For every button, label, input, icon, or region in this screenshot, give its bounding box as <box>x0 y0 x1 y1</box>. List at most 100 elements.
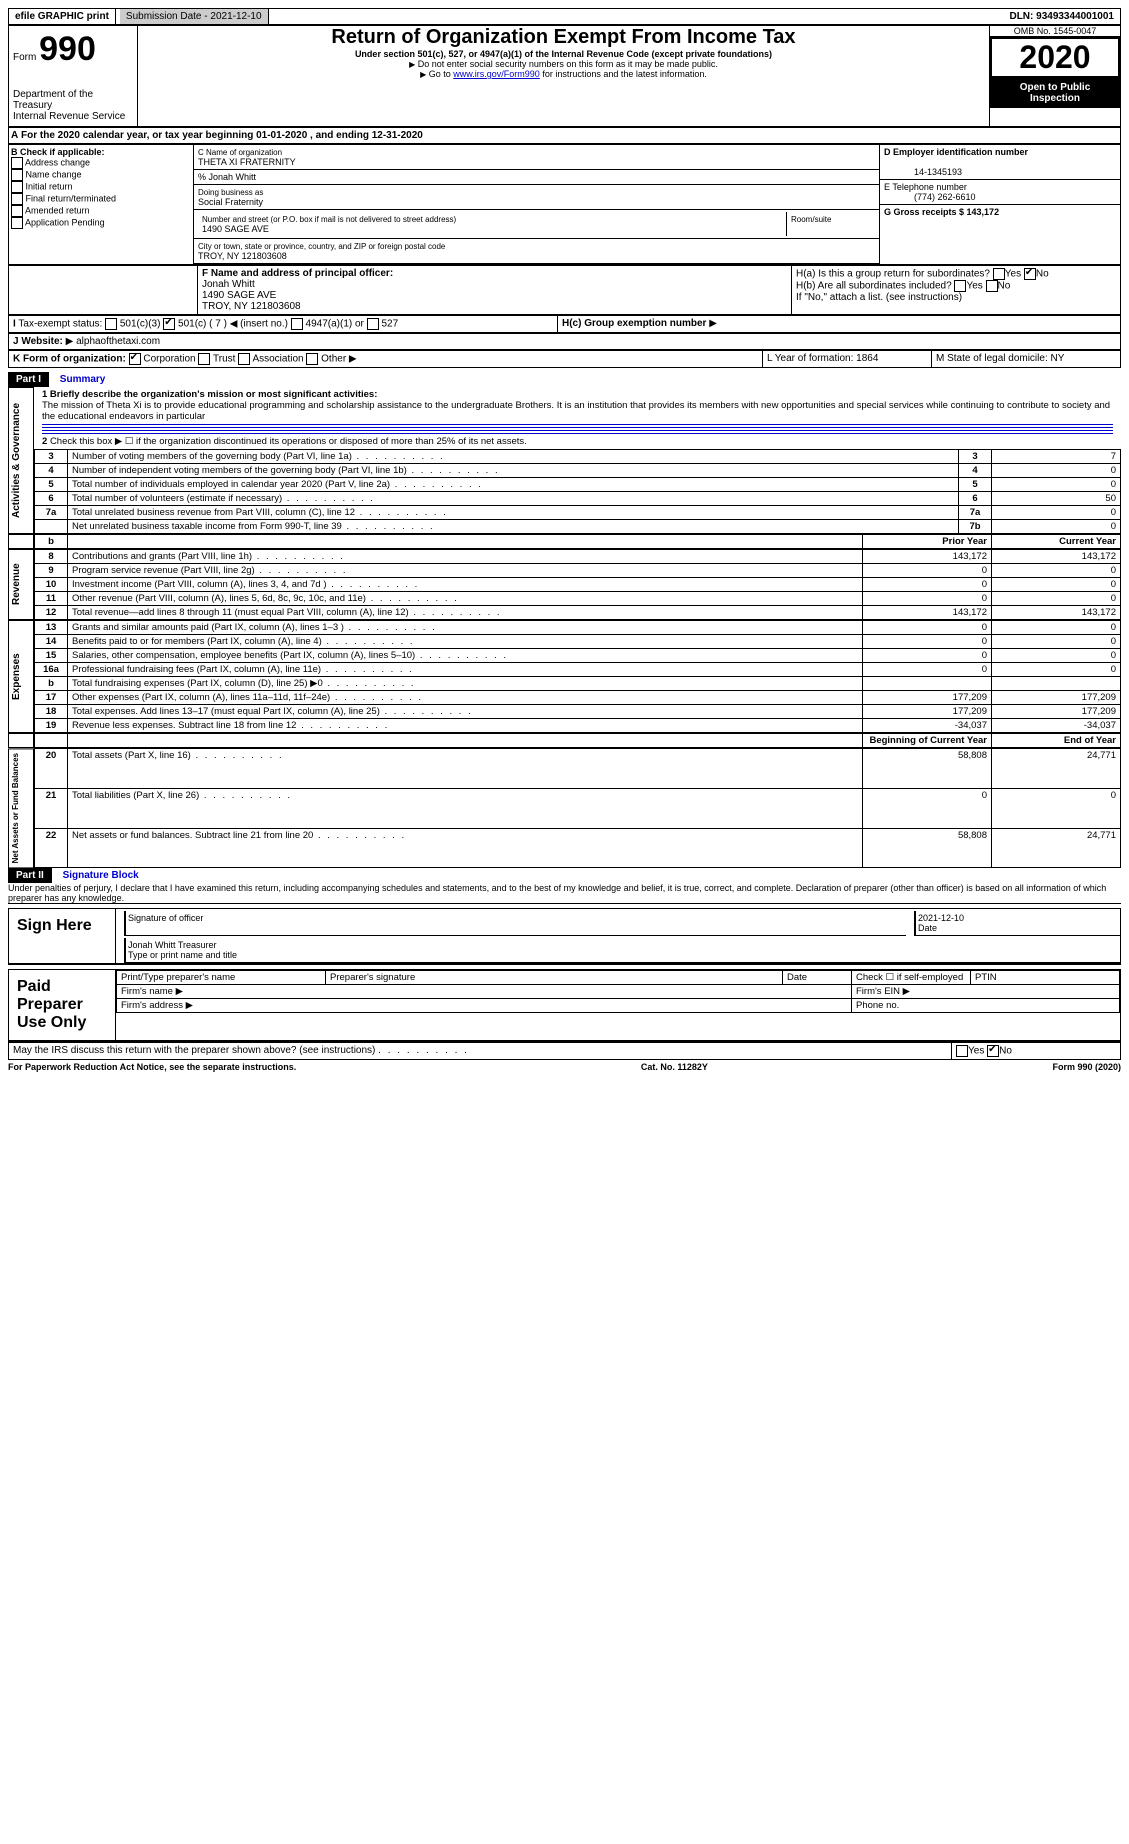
officer-label: F Name and address of principal officer: <box>202 268 393 279</box>
527-checkbox[interactable] <box>367 318 379 330</box>
date-label: Date <box>918 923 937 933</box>
gov-table: 3Number of voting members of the governi… <box>34 449 1121 534</box>
opt-other: Other <box>321 354 346 365</box>
info-grid: B Check if applicable: Address change Na… <box>8 144 1121 265</box>
firm-phone-label: Phone no. <box>852 999 1120 1013</box>
discuss-no: No <box>999 1046 1012 1057</box>
pending-checkbox[interactable] <box>11 217 23 229</box>
discuss-no-checkbox[interactable] <box>987 1045 999 1057</box>
discuss-label: May the IRS discuss this return with the… <box>13 1045 375 1056</box>
gov-label: Activities & Governance <box>8 387 34 534</box>
hb-yes-checkbox[interactable] <box>954 280 966 292</box>
mission-text: The mission of Theta Xi is to provide ed… <box>42 400 1113 422</box>
name-change-checkbox[interactable] <box>11 169 23 181</box>
501c3-checkbox[interactable] <box>105 318 117 330</box>
gross-receipts: G Gross receipts $ 143,172 <box>884 207 999 217</box>
note2-pre: Go to <box>429 69 454 79</box>
opt-pending: Application Pending <box>25 217 105 227</box>
tax-year-range: For the 2020 calendar year, or tax year … <box>21 130 423 141</box>
opt-addr: Address change <box>25 157 90 167</box>
officer-sig-name: Jonah Whitt Treasurer <box>128 940 217 950</box>
dba-label: Doing business as <box>198 188 263 197</box>
ptin-label: PTIN <box>971 971 1120 985</box>
hb-label: H(b) Are all subordinates included? <box>796 281 952 292</box>
discuss-yes-checkbox[interactable] <box>956 1045 968 1057</box>
h-note: If "No," attach a list. (see instruction… <box>796 292 1116 303</box>
title-block: Form 990 Department of the Treasury Inte… <box>8 25 1121 127</box>
website-value: alphaofthetaxi.com <box>76 336 160 347</box>
ha-no-checkbox[interactable] <box>1024 268 1036 280</box>
begin-header: Beginning of Current Year <box>863 734 992 748</box>
officer-addr2: TROY, NY 121803608 <box>202 301 301 312</box>
opt-name: Name change <box>26 169 82 179</box>
firm-name-label: Firm's name ▶ <box>117 985 852 999</box>
ein-label: D Employer identification number <box>884 147 1028 157</box>
care-of: % Jonah Whitt <box>198 172 256 182</box>
omb-label: OMB No. 1545-0047 <box>990 26 1120 37</box>
hb-no-checkbox[interactable] <box>986 280 998 292</box>
opt-501c: 501(c) ( 7 ) <box>178 319 227 330</box>
part1-header: Part I <box>8 372 49 387</box>
ha-no: No <box>1036 269 1049 280</box>
irs-label: Internal Revenue Service <box>13 111 133 122</box>
main-title: Return of Organization Exempt From Incom… <box>138 26 989 49</box>
ha-yes-checkbox[interactable] <box>993 268 1005 280</box>
part2-header: Part II <box>8 868 52 883</box>
sign-here-block: Sign Here Signature of officer 2021-12-1… <box>8 908 1121 965</box>
subtitle: Under section 501(c), 527, or 4947(a)(1)… <box>138 49 989 59</box>
opt-insert: (insert no.) <box>240 319 288 330</box>
room-label: Room/suite <box>791 215 831 224</box>
section-b-label: B Check if applicable: <box>11 147 191 157</box>
org-name: THETA XI FRATERNITY <box>198 157 296 167</box>
cat-no: Cat. No. 11282Y <box>641 1062 708 1072</box>
c-name-label: C Name of organization <box>198 148 282 157</box>
501c-checkbox[interactable] <box>163 318 175 330</box>
officer-addr1: 1490 SAGE AVE <box>202 290 276 301</box>
tax-exempt-label: Tax-exempt status: <box>18 319 102 330</box>
firm-ein-label: Firm's EIN ▶ <box>852 985 1120 999</box>
opt-4947: 4947(a)(1) or <box>306 319 364 330</box>
phone-value: (774) 262-6610 <box>884 192 976 202</box>
irs-link[interactable]: www.irs.gov/Form990 <box>453 69 540 79</box>
addr-change-checkbox[interactable] <box>11 157 23 169</box>
4947-checkbox[interactable] <box>291 318 303 330</box>
rev-table: 8Contributions and grants (Part VIII, li… <box>34 549 1121 620</box>
exp-table: 13Grants and similar amounts paid (Part … <box>34 620 1121 733</box>
city-value: TROY, NY 121803608 <box>198 251 287 261</box>
form-footer: Form 990 (2020) <box>1052 1062 1121 1072</box>
trust-checkbox[interactable] <box>198 353 210 365</box>
form-org-label: K Form of organization: <box>13 354 126 365</box>
current-header: Current Year <box>992 535 1121 549</box>
form-word: Form <box>13 52 36 63</box>
discuss-yes: Yes <box>968 1046 984 1057</box>
amended-checkbox[interactable] <box>11 205 23 217</box>
submission-date: Submission Date - 2021-12-10 <box>120 9 269 24</box>
hb-no: No <box>998 281 1011 292</box>
dln-label: DLN: 93493344001001 <box>1003 9 1120 24</box>
initial-checkbox[interactable] <box>11 181 23 193</box>
opt-527: 527 <box>381 319 398 330</box>
efile-label: efile GRAPHIC print <box>9 9 116 24</box>
assoc-checkbox[interactable] <box>238 353 250 365</box>
corp-checkbox[interactable] <box>129 353 141 365</box>
final-checkbox[interactable] <box>11 193 23 205</box>
prep-sig-label: Preparer's signature <box>326 971 783 985</box>
paid-preparer-block: Paid Preparer Use Only Print/Type prepar… <box>8 969 1121 1042</box>
other-checkbox[interactable] <box>306 353 318 365</box>
pra-notice: For Paperwork Reduction Act Notice, see … <box>8 1062 296 1072</box>
net-table: 20Total assets (Part X, line 16)58,80824… <box>34 748 1121 868</box>
self-emp-label: Check ☐ if self-employed <box>852 971 971 985</box>
prior-header: Prior Year <box>863 535 992 549</box>
street-addr: 1490 SAGE AVE <box>202 224 269 234</box>
opt-initial: Initial return <box>26 181 73 191</box>
line2-text: Check this box ▶ ☐ if the organization d… <box>50 436 527 447</box>
hb-yes: Yes <box>966 281 982 292</box>
opt-assoc: Association <box>252 354 303 365</box>
opt-trust: Trust <box>213 354 235 365</box>
ha-yes: Yes <box>1005 269 1021 280</box>
sign-here-label: Sign Here <box>9 909 116 963</box>
addr-label: Number and street (or P.O. box if mail i… <box>202 215 456 224</box>
state-domicile: M State of legal domicile: NY <box>936 353 1064 364</box>
prep-name-label: Print/Type preparer's name <box>117 971 326 985</box>
prep-date-label: Date <box>783 971 852 985</box>
